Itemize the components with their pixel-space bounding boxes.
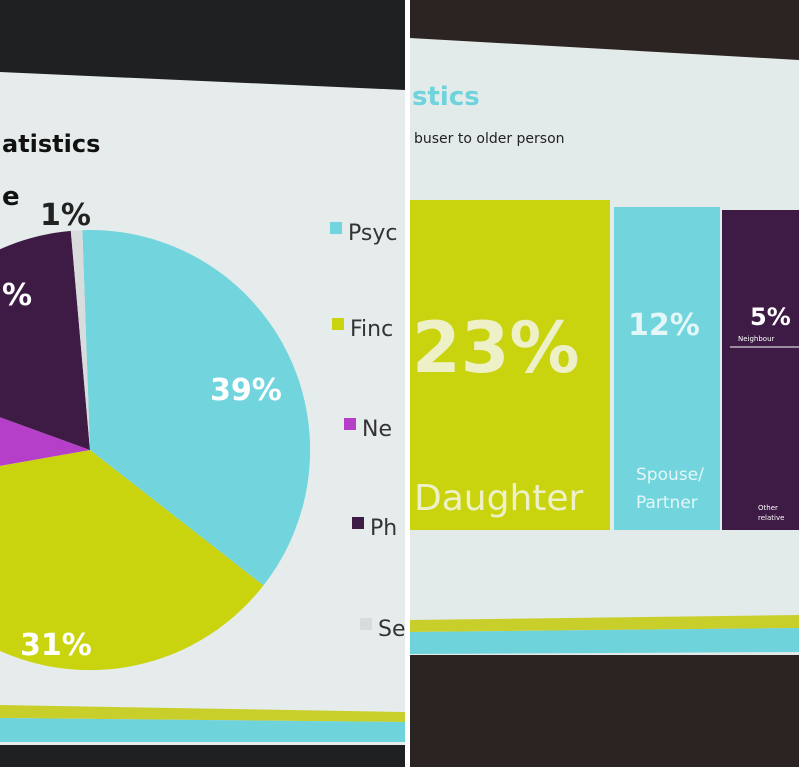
legend-text: Finc: [350, 317, 393, 342]
block-value: 5%: [750, 303, 791, 331]
slide-subtitle: buser to older person: [414, 131, 565, 147]
collage: atistics e 1% % 39% 31% Psyc Finc Ne Ph …: [0, 0, 799, 767]
strip: [410, 628, 799, 654]
legend-text: Se: [378, 617, 406, 642]
legend-text: Ne: [362, 417, 392, 442]
block-label: Neighbour: [738, 335, 775, 343]
strip: [0, 718, 405, 742]
page: atistics e 1% % 39% 31% Psyc Finc Ne Ph …: [0, 0, 799, 767]
pie-label: 1%: [40, 198, 91, 233]
fragment: e: [2, 182, 20, 212]
slide-title: atistics: [2, 130, 100, 158]
legend-swatch: [332, 318, 344, 330]
legend-swatch: [352, 517, 364, 529]
block: [722, 210, 799, 530]
legend-text: Ph: [370, 516, 397, 541]
right-photo: stics buser to older person 23% Daughter…: [410, 0, 799, 767]
slide-title: stics: [412, 82, 480, 112]
pie-label: 31%: [20, 628, 92, 663]
pie-label: %: [2, 278, 32, 313]
left-photo: atistics e 1% % 39% 31% Psyc Finc Ne Ph …: [0, 0, 406, 767]
legend-swatch: [360, 618, 372, 630]
block-label: Daughter: [414, 478, 584, 519]
legend-text: Psyc: [348, 221, 397, 246]
pie-label: 39%: [210, 373, 282, 408]
legend-swatch: [344, 418, 356, 430]
legend-swatch: [330, 222, 342, 234]
block-value: 12%: [628, 308, 700, 343]
divider: [405, 0, 410, 767]
block-value: 23%: [412, 307, 580, 389]
